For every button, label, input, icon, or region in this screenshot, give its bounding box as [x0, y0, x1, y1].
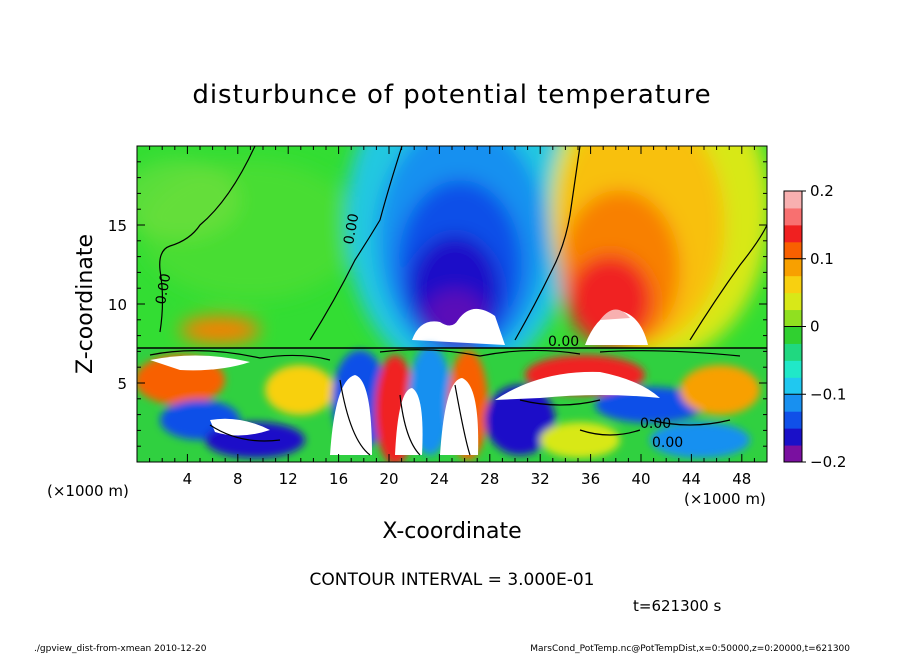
x-tick-label: 28	[480, 470, 499, 488]
x-tick-label: 16	[329, 470, 348, 488]
colorbar-swatch	[784, 428, 802, 446]
contour-label: 0.00	[640, 416, 671, 432]
x-tick-label: 44	[682, 470, 701, 488]
colorbar-swatch	[784, 258, 802, 277]
x-tick-label: 20	[379, 470, 398, 488]
chart-title: disturbunce of potential temperature	[192, 80, 711, 110]
y-axis: 5 10 15	[108, 161, 767, 447]
colorbar-swatch	[784, 292, 802, 311]
colorbar-swatch	[784, 207, 802, 226]
time-stamp: t=621300 s	[633, 597, 721, 615]
colorbar-tick-label: 0	[810, 318, 820, 336]
colorbar-tick-label: −0.2	[810, 453, 846, 471]
x-unit-left: (×1000 m)	[47, 482, 129, 500]
colorbar-swatch	[784, 241, 802, 260]
x-unit-right: (×1000 m)	[684, 490, 766, 508]
colorbar	[784, 191, 802, 463]
heatmap-field	[137, 146, 767, 462]
contour-label: 0.00	[341, 212, 362, 245]
colorbar-swatch	[784, 191, 802, 209]
footer-left: ./gpview_dist-from-xmean 2010-12-20	[34, 644, 207, 654]
y-tick-label: 10	[108, 296, 127, 314]
y-tick-label: 15	[108, 217, 127, 235]
colorbar-ticks: 0.2 0.1 0 −0.1 −0.2	[784, 182, 846, 471]
colorbar-swatch	[784, 343, 802, 361]
footer-right: MarsCond_PotTemp.nc@PotTempDist,x=0:5000…	[530, 644, 850, 654]
x-tick-label: 36	[581, 470, 600, 488]
x-tick-label: 4	[183, 470, 193, 488]
x-tick-label: 32	[531, 470, 550, 488]
colorbar-swatch	[784, 394, 802, 412]
colorbar-tick-label: 0.2	[810, 182, 834, 200]
contour-interval: CONTOUR INTERVAL = 3.000E-01	[310, 570, 595, 590]
colorbar-swatch	[784, 309, 802, 327]
x-tick-label: 24	[430, 470, 449, 488]
x-axis-label: X-coordinate	[382, 519, 521, 544]
colorbar-swatch	[784, 445, 802, 463]
y-axis-label: Z-coordinate	[73, 234, 98, 374]
x-axis: 4 8 12 16 20 24 28 32 36 40 44 48	[149, 146, 755, 488]
x-tick-label: 12	[279, 470, 298, 488]
y-tick-label: 5	[117, 375, 127, 393]
contour-labels: 0.00 0.00 0.00 0.00 0.00	[153, 212, 683, 451]
contour-label: 0.00	[153, 272, 174, 305]
contour-label: 0.00	[548, 334, 579, 350]
contour-label: 0.00	[652, 435, 683, 451]
colorbar-swatch	[784, 275, 802, 294]
colorbar-tick-label: −0.1	[810, 385, 846, 403]
x-tick-label: 48	[732, 470, 751, 488]
colorbar-tick-label: 0.1	[810, 250, 834, 268]
x-tick-label: 40	[631, 470, 650, 488]
colorbar-swatch	[784, 411, 802, 429]
x-tick-label: 8	[233, 470, 243, 488]
colorbar-swatch	[784, 326, 802, 344]
colorbar-swatch	[784, 377, 802, 395]
colorbar-swatch	[784, 224, 802, 243]
colorbar-swatch	[784, 360, 802, 378]
